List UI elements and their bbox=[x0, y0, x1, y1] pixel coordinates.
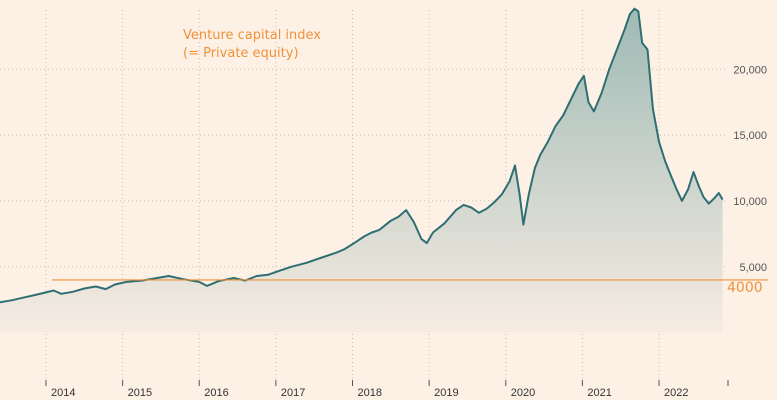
annotation-layer: Venture capital index (= Private equity) bbox=[183, 28, 321, 61]
x-tick-label: 2022 bbox=[664, 387, 688, 399]
x-tick-label: 2015 bbox=[128, 387, 152, 399]
area-layer bbox=[0, 7, 724, 333]
y-tick-label: 20,000 bbox=[733, 64, 767, 76]
x-tick-label: 2014 bbox=[51, 387, 75, 399]
series-line bbox=[0, 7, 724, 304]
y-tick-label: 15,000 bbox=[733, 130, 767, 142]
reference-layer: 4000 bbox=[52, 279, 768, 296]
series-area bbox=[0, 8, 723, 333]
x-tick-label: 2017 bbox=[281, 387, 305, 399]
annotation-line-1: Venture capital index bbox=[183, 28, 321, 43]
x-tick-label: 2020 bbox=[511, 387, 535, 399]
x-tick-label: 2018 bbox=[358, 387, 382, 399]
x-tick-label: 2016 bbox=[204, 387, 228, 399]
x-tick-label: 2021 bbox=[587, 387, 611, 399]
x-tick-label: 2019 bbox=[434, 387, 458, 399]
y-tick-label: 5,000 bbox=[739, 262, 767, 274]
y-tick-label: 10,000 bbox=[733, 196, 767, 208]
y-axis: 5,000 10,000 15,000 20,000 bbox=[733, 64, 767, 274]
x-axis: 2014 2015 2016 2017 2018 2019 2020 2021 2022 bbox=[45, 380, 729, 399]
reference-line-label: 4000 bbox=[727, 280, 763, 296]
annotation-line-2: (= Private equity) bbox=[183, 46, 299, 61]
